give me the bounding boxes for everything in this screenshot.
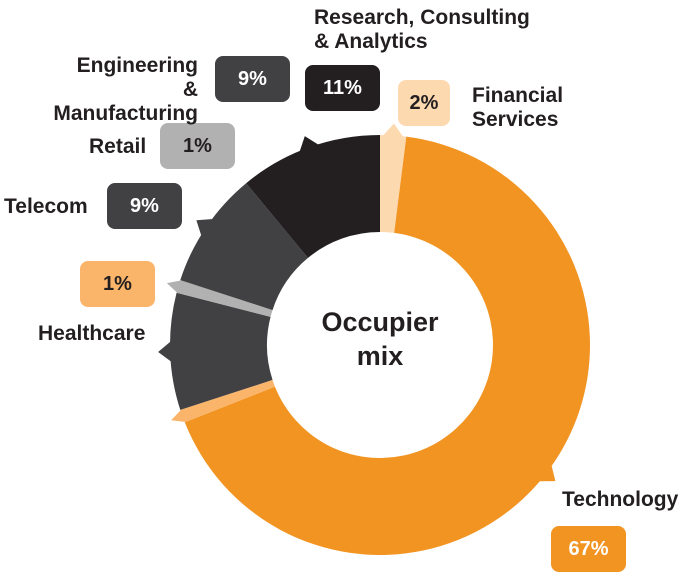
center-title-line: Occupier <box>321 307 439 337</box>
value-badge-financial-services: 2% <box>398 80 450 126</box>
label-healthcare: Healthcare <box>38 322 146 345</box>
slice-telecom <box>170 292 273 410</box>
label-line: Engineering <box>76 54 198 77</box>
slice-technology <box>184 136 590 555</box>
slice-financial-services <box>380 135 407 233</box>
slice-pointer <box>538 464 556 482</box>
label-line: Research, Consulting <box>314 6 530 29</box>
label-retail: Retail <box>89 135 147 158</box>
slice-healthcare <box>180 379 275 423</box>
slice-pointer <box>171 409 186 422</box>
slice-pointer <box>196 219 214 237</box>
label-telecom: Telecom <box>4 195 88 218</box>
slice-research-consulting-analytics <box>246 135 380 258</box>
slice-pointer <box>166 280 182 294</box>
chart-center-title: Occupier mix <box>280 305 480 373</box>
center-title-line: mix <box>356 341 404 371</box>
value-badge-telecom: 9% <box>107 183 182 229</box>
label-financial-services: Financial Services <box>472 84 563 132</box>
label-engineering-manufacturing: Engineering & Manufacturing <box>40 54 198 126</box>
slice-engineering-manufacturing <box>180 183 308 311</box>
value-badge-technology: 67% <box>551 526 626 572</box>
slice-retail <box>176 280 273 317</box>
label-line: & Analytics <box>314 30 428 53</box>
slice-pointer <box>299 136 320 153</box>
value-badge-retail: 1% <box>160 123 235 169</box>
label-line: Services <box>472 108 559 131</box>
label-line: & Manufacturing <box>53 78 198 125</box>
value-badge-engineering-manufacturing: 9% <box>215 56 290 102</box>
label-line: Financial <box>472 84 564 107</box>
label-technology: Technology <box>562 488 679 511</box>
label-research-consulting-analytics: Research, Consulting & Analytics <box>314 6 530 54</box>
slice-pointer <box>158 341 172 362</box>
value-badge-research-consulting-analytics: 11% <box>305 65 380 111</box>
value-badge-healthcare: 1% <box>80 261 155 307</box>
slice-pointer <box>382 123 404 138</box>
